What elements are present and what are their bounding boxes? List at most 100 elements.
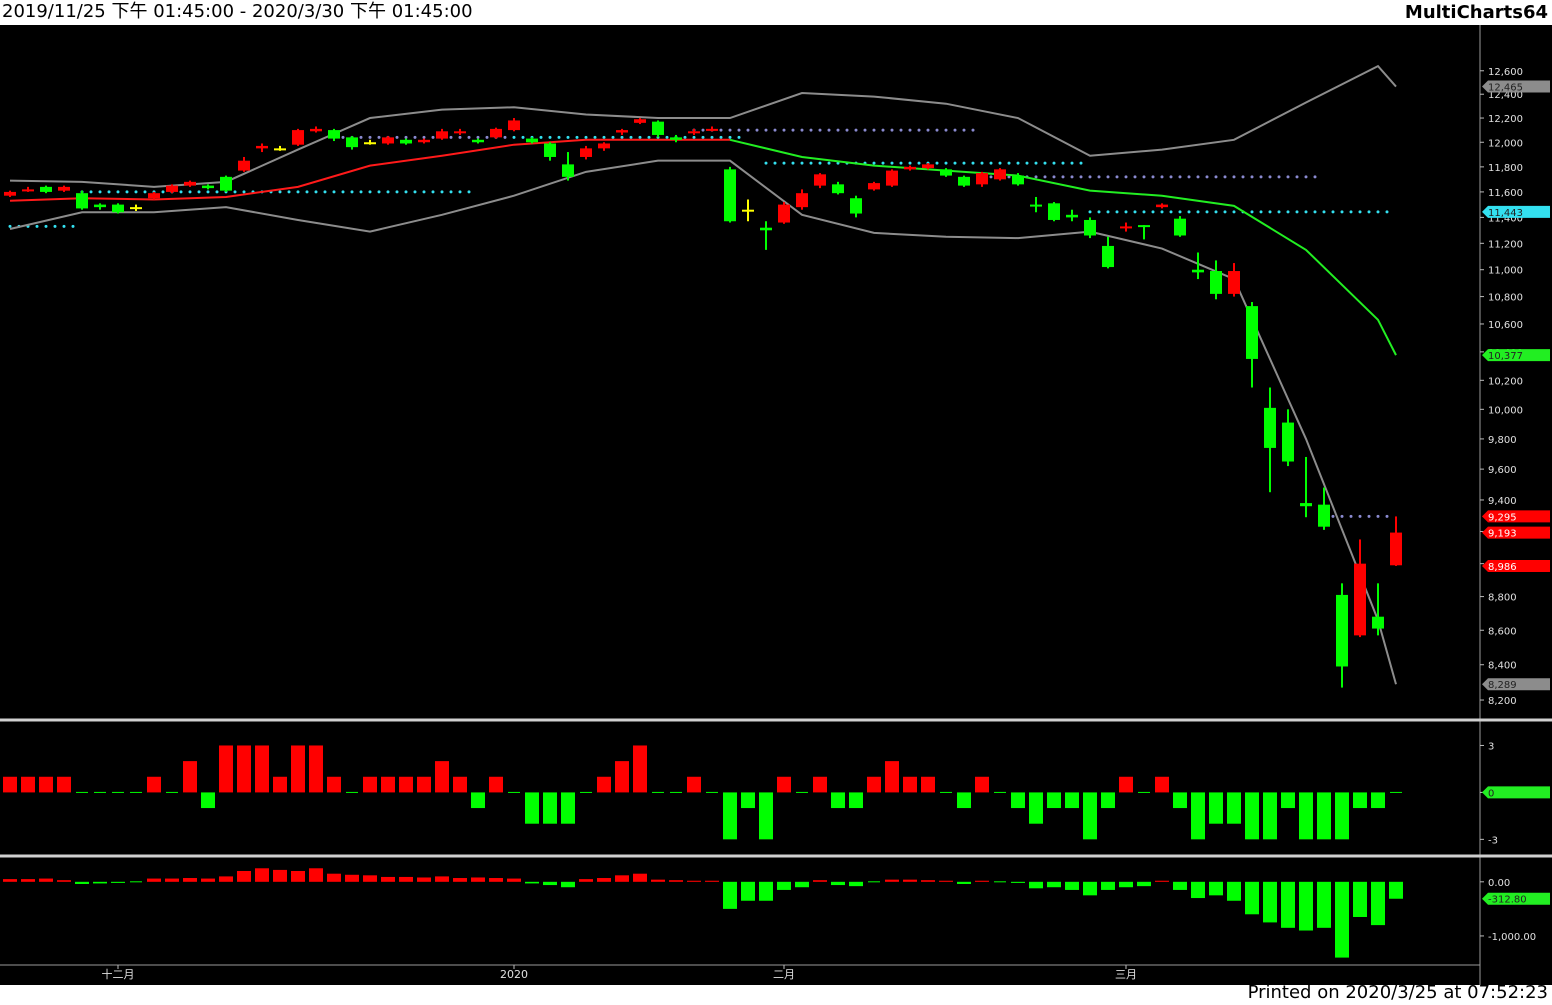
candle-body xyxy=(1138,225,1150,228)
histogram-bar xyxy=(1101,881,1115,890)
histogram-bar xyxy=(885,879,899,882)
histogram-bar xyxy=(1371,792,1385,809)
histogram-bar xyxy=(994,791,1006,793)
y-tick-label: 10,800 xyxy=(1488,293,1523,304)
histogram-bar xyxy=(1335,792,1349,840)
candle-body xyxy=(886,170,898,186)
histogram-bar xyxy=(255,745,269,793)
histogram-bar xyxy=(759,881,773,901)
histogram-bar xyxy=(1101,792,1115,809)
histogram-bar xyxy=(1263,881,1277,923)
price-marker-label: 8,289 xyxy=(1488,680,1517,691)
candle-body xyxy=(202,185,214,189)
histogram-bar xyxy=(1299,881,1313,931)
histogram-bar xyxy=(417,776,431,793)
histogram-bar xyxy=(471,877,485,882)
histogram-bar xyxy=(868,881,880,883)
y-tick-label: 10,600 xyxy=(1488,320,1523,331)
histogram-bar xyxy=(777,776,791,793)
candle-body xyxy=(166,185,178,192)
histogram-bar xyxy=(346,791,358,793)
candle-body xyxy=(616,130,628,133)
histogram-bar xyxy=(1353,792,1367,809)
candle-body xyxy=(652,121,664,135)
x-tick-label: 二月 xyxy=(773,968,795,981)
histogram-bar xyxy=(435,761,449,793)
candle-body xyxy=(1174,218,1186,236)
histogram-bar xyxy=(399,776,413,793)
candle-body xyxy=(346,137,358,148)
candle-body xyxy=(1084,219,1096,236)
y-tick-label: -3 xyxy=(1488,835,1498,846)
candle-body xyxy=(490,128,502,138)
y-tick-label: 8,400 xyxy=(1488,661,1517,672)
price-marker xyxy=(1482,349,1550,362)
candle-body xyxy=(1354,563,1366,636)
histogram-bar xyxy=(1191,881,1205,899)
candle-body xyxy=(256,145,268,149)
candle-body xyxy=(292,130,304,145)
candle-body xyxy=(1390,532,1402,566)
histogram-bar xyxy=(597,776,611,793)
candle-body xyxy=(724,169,736,222)
histogram-bar xyxy=(1317,792,1331,840)
histogram-bar xyxy=(723,881,737,909)
candle-body xyxy=(922,164,934,169)
candle-body xyxy=(940,169,952,176)
histogram-bar xyxy=(1227,881,1241,901)
histogram-bar xyxy=(1083,881,1097,896)
histogram-bar xyxy=(1281,881,1295,928)
histogram-bar xyxy=(183,761,197,793)
histogram-bar xyxy=(1317,881,1331,928)
app-name: MultiCharts64 xyxy=(1405,2,1548,23)
histogram-bar xyxy=(1353,881,1367,917)
histogram-bar xyxy=(291,870,305,882)
x-tick-label: 十二月 xyxy=(102,967,135,981)
histogram-bar xyxy=(633,873,647,882)
price-marker xyxy=(1482,510,1550,523)
y-tick-label: 10,000 xyxy=(1488,405,1523,416)
y-tick-label: 12,200 xyxy=(1488,114,1523,125)
y-tick-label: 0.00 xyxy=(1488,878,1510,889)
histogram-bar xyxy=(849,792,863,809)
histogram-bar xyxy=(561,881,575,888)
histogram-bar xyxy=(363,875,377,882)
candle-body xyxy=(994,169,1006,180)
histogram-bar xyxy=(1119,881,1133,888)
candle-body xyxy=(1264,407,1276,448)
histogram-bar xyxy=(669,880,683,882)
histogram-bar xyxy=(417,877,431,882)
histogram-bar xyxy=(670,791,682,793)
histogram-bar xyxy=(327,776,341,793)
histogram-bar xyxy=(867,776,881,793)
histogram-bar xyxy=(1263,792,1277,840)
y-tick-label: -1,000.00 xyxy=(1488,932,1536,943)
histogram-bar xyxy=(1281,792,1295,809)
histogram-bar xyxy=(21,879,35,882)
histogram-bar xyxy=(57,776,71,793)
candle-body xyxy=(1102,245,1114,268)
histogram-bar xyxy=(94,791,106,793)
histogram-bar xyxy=(543,792,557,824)
y-tick-label: 11,400 xyxy=(1488,213,1523,224)
candle-body xyxy=(1030,204,1042,207)
price-marker-label: -312.80 xyxy=(1488,895,1527,906)
histogram-bar xyxy=(381,876,395,882)
price-marker-label: 9,295 xyxy=(1488,512,1517,523)
histogram-bar xyxy=(813,880,827,882)
histogram-bar xyxy=(219,745,233,793)
candle-body xyxy=(1282,422,1294,462)
candle-body xyxy=(760,227,772,231)
y-tick-label: 9,400 xyxy=(1488,496,1517,507)
y-tick-label: 12,600 xyxy=(1488,67,1523,78)
candle-body xyxy=(562,164,574,177)
histogram-bar xyxy=(1047,792,1061,809)
histogram-bar xyxy=(39,878,53,882)
histogram-bar xyxy=(165,878,179,882)
histogram-bar xyxy=(579,879,593,882)
histogram-bar xyxy=(849,881,863,887)
band-line xyxy=(9,159,1397,685)
histogram-bar xyxy=(957,881,971,884)
histogram-bar xyxy=(291,745,305,793)
histogram-bar xyxy=(39,776,53,793)
